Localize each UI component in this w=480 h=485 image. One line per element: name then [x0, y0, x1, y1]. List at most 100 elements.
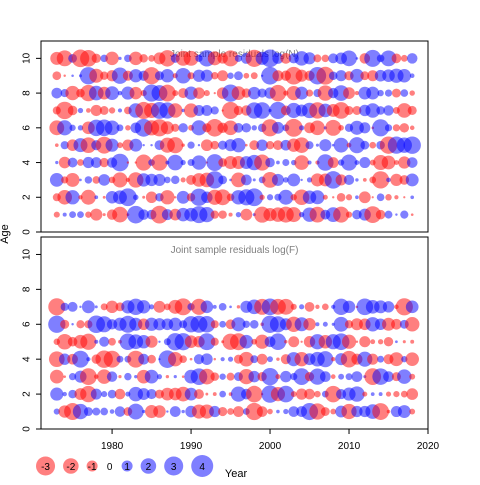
- x-axis-label: Year: [225, 468, 248, 480]
- residual-bubble: [315, 322, 320, 327]
- residual-bubble: [212, 304, 217, 309]
- residual-bubble: [99, 336, 110, 347]
- residual-bubble: [90, 157, 102, 168]
- residual-bubble: [272, 140, 283, 151]
- residual-bubble: [395, 340, 398, 344]
- residual-bubble: [266, 194, 274, 201]
- residual-bubble: [96, 369, 112, 384]
- residual-bubble: [324, 385, 342, 403]
- residual-bubble: [378, 392, 383, 397]
- residual-bubble: [94, 305, 98, 309]
- residual-bubble: [303, 52, 316, 65]
- residual-bubble: [296, 388, 308, 400]
- residual-bubble: [217, 70, 229, 82]
- residual-bubble: [331, 357, 336, 362]
- residual-bubble: [409, 90, 415, 96]
- residual-bubble: [129, 86, 143, 100]
- residual-bubble: [181, 409, 185, 414]
- residual-bubble: [116, 355, 124, 363]
- residual-bubble: [233, 105, 244, 116]
- residual-bubble: [209, 405, 221, 418]
- panel-frame: [40, 40, 429, 233]
- residual-bubble: [305, 141, 314, 150]
- residual-bubble: [321, 54, 330, 63]
- residual-bubble: [72, 350, 89, 368]
- legend-label: 2: [146, 462, 152, 473]
- residual-bubble: [96, 316, 113, 333]
- residual-bubble: [174, 196, 177, 199]
- y-tick-label: 2: [22, 391, 33, 397]
- residual-bubble: [245, 385, 263, 403]
- residual-bubble: [231, 317, 246, 332]
- residual-bubble: [238, 351, 254, 367]
- residual-bubble: [52, 71, 62, 81]
- residual-bubble: [250, 355, 259, 364]
- y-tick-label: 10: [22, 248, 33, 260]
- residual-bubble: [400, 210, 409, 219]
- residual-bubble: [176, 190, 190, 204]
- residual-bubble: [168, 103, 183, 118]
- residual-bubble: [240, 174, 252, 186]
- residual-bubble: [76, 320, 85, 329]
- y-axis-label: Age: [0, 224, 11, 244]
- residual-bubble: [222, 50, 239, 67]
- residual-bubble: [397, 369, 412, 384]
- residual-bubble: [80, 137, 97, 154]
- residual-bubble: [384, 89, 393, 97]
- residual-bubble: [365, 103, 380, 118]
- residual-bubble: [111, 67, 129, 84]
- residual-bubble: [364, 49, 382, 67]
- residual-bubble: [256, 139, 268, 151]
- residual-bubble: [403, 136, 421, 154]
- residual-bubble: [333, 316, 349, 332]
- residual-bubble: [243, 72, 250, 79]
- residual-bubble: [143, 67, 161, 85]
- residual-bubble: [227, 356, 234, 362]
- residual-bubble: [198, 333, 216, 351]
- x-tick-label: 2020: [417, 441, 440, 452]
- residual-bubble: [406, 53, 418, 64]
- residual-bubble: [261, 66, 279, 85]
- residual-bubble: [193, 87, 205, 99]
- residual-bubble: [394, 195, 399, 200]
- residual-bubble: [137, 300, 151, 314]
- residual-bubble: [290, 303, 297, 310]
- residual-bubble: [168, 351, 183, 367]
- residual-bubble: [328, 71, 338, 81]
- residual-bubble: [102, 213, 106, 217]
- residual-bubble: [364, 206, 382, 224]
- residual-bubble: [395, 213, 398, 216]
- residual-bubble: [156, 374, 163, 380]
- residual-bubble: [236, 305, 241, 309]
- y-tick-label: 8: [22, 286, 33, 292]
- residual-bubble: [327, 157, 339, 168]
- residual-bubble: [340, 154, 358, 171]
- residual-bubble: [338, 373, 345, 380]
- residual-bubble: [392, 124, 401, 132]
- residual-bubble: [117, 108, 123, 113]
- residual-bubble: [137, 388, 150, 401]
- residual-bubble: [267, 356, 273, 363]
- legend-label: 1: [124, 462, 130, 473]
- residual-bubble: [265, 157, 275, 168]
- residual-bubble: [153, 405, 166, 418]
- residual-bubble: [147, 354, 156, 364]
- residual-bubble: [319, 371, 331, 383]
- y-tick-label: 8: [22, 90, 33, 96]
- residual-bubble: [341, 334, 357, 349]
- residual-bubble: [90, 104, 102, 117]
- residual-bubble: [167, 154, 184, 171]
- residual-bubble: [269, 84, 287, 102]
- residual-bubble: [400, 390, 408, 398]
- residual-bubble: [370, 339, 376, 345]
- residual-bubble: [108, 107, 116, 114]
- residual-bubble: [135, 154, 152, 171]
- residual-bubble: [385, 391, 392, 397]
- residual-bubble: [359, 157, 371, 169]
- residual-bubble: [276, 160, 280, 165]
- residual-bubble: [342, 300, 356, 314]
- residual-bubble: [345, 373, 353, 381]
- residual-bubble: [218, 302, 227, 311]
- residual-bubble: [211, 72, 219, 80]
